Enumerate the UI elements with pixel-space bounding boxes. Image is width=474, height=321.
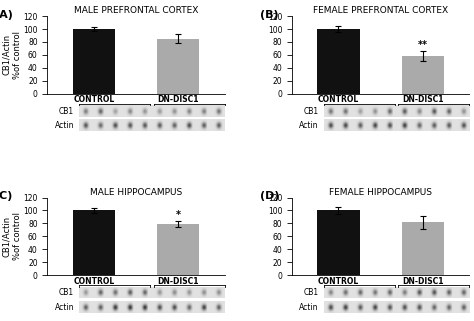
Text: Actin: Actin (299, 303, 319, 312)
Text: Actin: Actin (299, 121, 319, 130)
Text: (D): (D) (260, 191, 280, 201)
Text: **: ** (418, 40, 428, 50)
Text: (C): (C) (0, 191, 13, 201)
Bar (73, 211, 115, 275)
Y-axis label: CB1/Actin
%of control: CB1/Actin %of control (2, 31, 22, 79)
Title: MALE HIPPOCAMPUS: MALE HIPPOCAMPUS (90, 188, 182, 197)
Text: Actin: Actin (55, 303, 74, 312)
Bar (402, 56, 444, 94)
Text: *: * (176, 210, 181, 220)
Bar (317, 211, 360, 275)
Text: CB1: CB1 (303, 107, 319, 116)
Title: MALE PREFRONTAL CORTEX: MALE PREFRONTAL CORTEX (74, 6, 198, 15)
Text: CB1: CB1 (303, 288, 319, 297)
Text: Actin: Actin (55, 121, 74, 130)
Title: FEMALE HIPPOCAMPUS: FEMALE HIPPOCAMPUS (329, 188, 432, 197)
Text: (B): (B) (260, 10, 279, 20)
Text: (A): (A) (0, 10, 13, 20)
Y-axis label: CB1/Actin
%of control: CB1/Actin %of control (2, 213, 22, 260)
Text: CB1: CB1 (59, 288, 74, 297)
Bar (317, 29, 360, 94)
Bar (157, 39, 200, 94)
Title: FEMALE PREFRONTAL CORTEX: FEMALE PREFRONTAL CORTEX (313, 6, 448, 15)
Text: CB1: CB1 (59, 107, 74, 116)
Bar (157, 224, 200, 275)
Bar (73, 29, 115, 94)
Bar (402, 222, 444, 275)
